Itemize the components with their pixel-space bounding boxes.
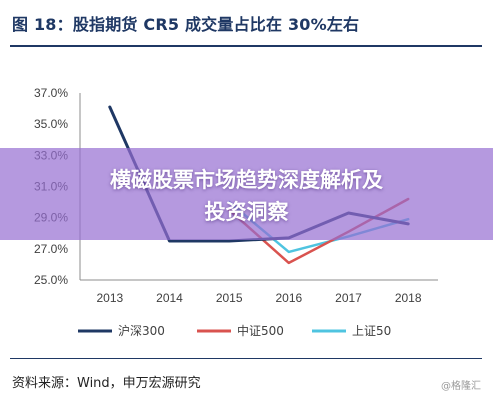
source-note: 资料来源：Wind，申万宏源研究	[12, 376, 201, 391]
legend: 沪深300 中证500 上证50	[78, 323, 391, 338]
x-tick-label: 2014	[156, 291, 183, 305]
figure-title: 图 18：股指期货 CR5 成交量占比在 30%左右	[12, 15, 360, 34]
legend-label: 沪深300	[118, 324, 165, 338]
source-rule	[10, 358, 482, 359]
overlay-banner-text: 横磁股票市场趋势深度解析及 投资洞察	[0, 164, 493, 228]
y-tick-label: 35.0%	[34, 117, 68, 131]
x-tick-label: 2018	[395, 291, 422, 305]
y-tick-label: 25.0%	[34, 273, 68, 287]
x-tick-label: 2016	[275, 291, 302, 305]
title-rule	[10, 45, 482, 47]
legend-label: 上证50	[352, 324, 391, 338]
legend-label: 中证500	[237, 323, 284, 338]
overlay-banner-line-1: 横磁股票市场趋势深度解析及	[110, 168, 383, 192]
x-tick-label: 2015	[216, 291, 243, 305]
watermark: @格隆汇	[441, 381, 481, 392]
overlay-banner	[0, 148, 493, 240]
x-tick-label: 2017	[335, 291, 362, 305]
x-tick-label: 2013	[96, 291, 123, 305]
overlay-banner-line-2: 投资洞察	[204, 200, 289, 224]
y-tick-label: 37.0%	[34, 86, 68, 100]
y-tick-label: 27.0%	[34, 242, 68, 256]
x-axis: 2013 2014 2015 2016 2017 2018	[80, 279, 438, 305]
